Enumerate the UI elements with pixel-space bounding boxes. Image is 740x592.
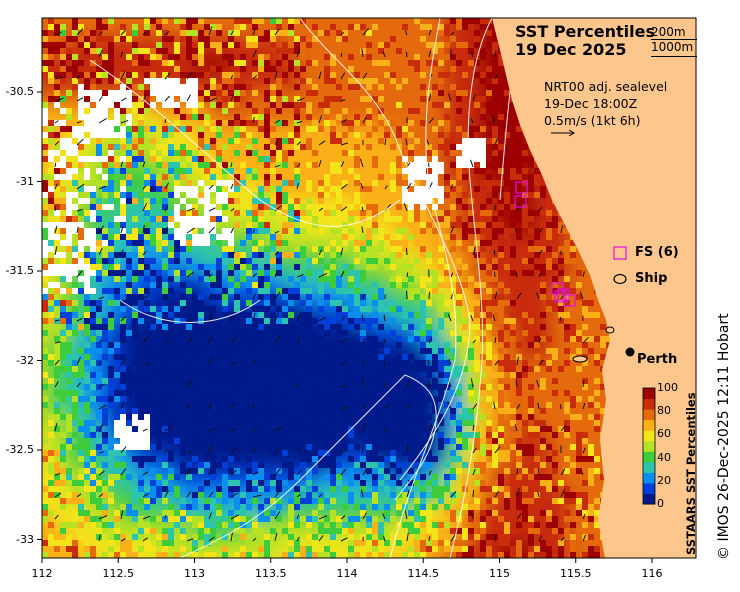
ship-legend-icon — [613, 273, 627, 285]
contour-1000m — [389, 18, 457, 558]
y-tick-label: -33 — [16, 532, 34, 546]
colorbar-title: SSTAARS SST Percentiles — [684, 392, 698, 555]
rottnest-island — [572, 326, 615, 363]
x-tick-label: 115 — [489, 567, 510, 580]
colorbar-tick-label: 60 — [657, 427, 671, 441]
y-tick-label: -30.5 — [5, 85, 34, 98]
current-scale-label: 0.5m/s (1kt 6h) — [544, 113, 641, 128]
contour-key-200m-line — [651, 56, 697, 57]
x-tick-label: 116 — [641, 567, 663, 580]
x-tick-label: 113 — [184, 567, 205, 580]
contour-deep — [179, 374, 406, 558]
contour-4000m — [89, 59, 401, 227]
y-tick-label: -31.5 — [5, 264, 34, 277]
bathymetry-contours — [89, 18, 521, 558]
current-time: 19-Dec 18:00Z — [544, 96, 638, 111]
ship-legend-label: Ship — [635, 271, 668, 286]
current-product: NRT00 adj. sealevel — [544, 79, 668, 94]
credit-text: © IMOS 26-Dec-2025 12:11 Hobart — [716, 313, 732, 560]
colorbar — [643, 388, 655, 505]
contour-key-200m: 200m — [651, 25, 686, 39]
y-tick-label: -32 — [16, 353, 34, 367]
perth-marker — [625, 347, 635, 357]
contour-2000m — [299, 18, 471, 481]
colorbar-tick-label: 20 — [657, 473, 671, 487]
y-tick-label: -31 — [16, 174, 34, 188]
fs-legend-label: FS (6) — [635, 245, 679, 260]
colorbar-tick-label: 80 — [657, 404, 671, 418]
fs-markers — [514, 181, 576, 307]
city-label-perth: Perth — [637, 352, 678, 367]
x-tick-label: 114.5 — [407, 567, 440, 580]
axis-ticks — [37, 91, 653, 563]
x-tick-label: 113.5 — [255, 567, 287, 580]
y-tick-label: -32.5 — [5, 443, 34, 456]
x-tick-label: 112.5 — [102, 567, 135, 580]
x-tick-label: 114 — [336, 567, 358, 580]
cloud-gaps — [42, 78, 486, 450]
x-tick-label: 115.5 — [560, 567, 592, 580]
map-title: SST Percentiles — [515, 22, 655, 41]
contour-key-1000m-line — [651, 39, 697, 40]
colorbar-tick-label: 0 — [657, 497, 664, 510]
x-tick-label: 112 — [31, 567, 53, 580]
plot-frame — [41, 17, 697, 559]
contour-key-1000m: 1000m — [651, 40, 694, 54]
colorbar-tick-label: 40 — [657, 450, 671, 464]
fs-legend-icon — [613, 246, 627, 260]
contour-200m — [449, 18, 493, 558]
colorbar-tick-label: 100 — [657, 381, 678, 394]
map-date: 19 Dec 2025 — [515, 40, 627, 59]
